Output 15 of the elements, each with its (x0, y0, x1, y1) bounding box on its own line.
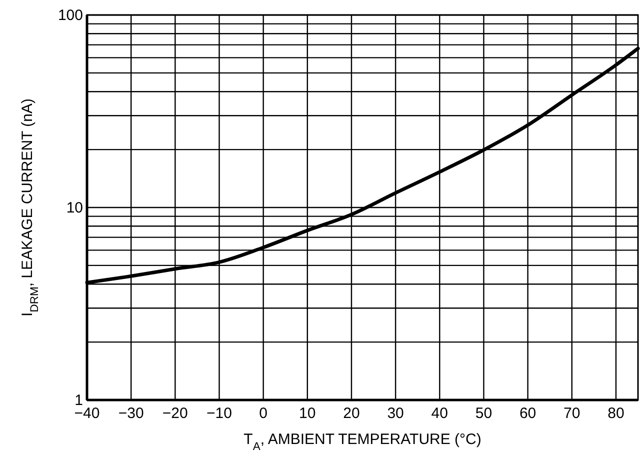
x-tick-label: 30 (387, 405, 404, 422)
x-tick-label: −30 (118, 405, 144, 422)
x-tick-label: 0 (259, 405, 268, 422)
y-tick-label: 100 (58, 7, 83, 24)
x-tick-label: 20 (343, 405, 360, 422)
x-tick-label: 10 (299, 405, 316, 422)
x-axis-title: T$_{A}$, AMBIENT TEMPERATURE (°C) (244, 431, 482, 452)
x-tick-label: 50 (475, 405, 492, 422)
x-tick-label: −20 (162, 405, 188, 422)
x-tick-label: 70 (564, 405, 580, 422)
x-tick-label: 60 (519, 405, 536, 422)
y-tick-label: 10 (66, 200, 83, 216)
x-tick-label: −10 (206, 405, 232, 422)
x-tick-label: 80 (608, 405, 624, 422)
x-tick-label: 40 (431, 405, 448, 422)
